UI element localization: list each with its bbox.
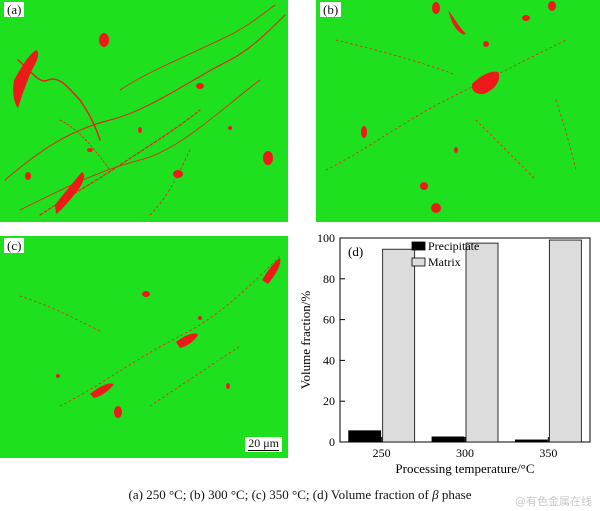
scale-bar-label: 20 μm [248, 436, 279, 451]
panel-label-d: (d) [348, 244, 363, 259]
legend-label-matrix: Matrix [428, 255, 461, 269]
caption-beta-symbol: β [432, 487, 439, 502]
y-tick-label: 100 [317, 231, 335, 245]
micrograph-b: (b) [316, 0, 600, 222]
x-tick-label: 350 [539, 446, 557, 460]
figure-caption: (a) 250 °C; (b) 300 °C; (c) 350 °C; (d) … [0, 487, 600, 503]
phase-map-b [325, 1, 577, 213]
legend-swatch-precipitate [411, 241, 426, 251]
bar-precipitate-300 [431, 436, 465, 443]
y-tick-label: 40 [323, 353, 335, 367]
bar-precipitate-250 [348, 430, 382, 443]
y-tick-label: 20 [323, 394, 335, 408]
bar-matrix-350 [548, 239, 582, 443]
x-tick-label: 300 [456, 446, 474, 460]
micrograph-a: (a) [0, 0, 288, 222]
watermark: @有色金属在线 [515, 495, 592, 508]
caption-text: (a) 250 °C; (b) 300 °C; (c) 350 °C; (d) … [128, 487, 433, 502]
bar-matrix-300 [465, 242, 499, 443]
panel-label-b: (b) [320, 2, 342, 17]
y-axis-title: Volume fraction/% [300, 291, 313, 389]
y-tick-label: 0 [329, 435, 335, 449]
x-axis-title: Processing temperature/°C [395, 461, 534, 476]
legend-label-precipitate: Precipitate [428, 239, 479, 253]
x-tick-label: 250 [373, 446, 391, 460]
legend-swatch-matrix [411, 257, 426, 267]
y-tick-label: 60 [323, 313, 335, 327]
phase-map-c [19, 255, 281, 418]
bar-matrix-250 [382, 248, 416, 443]
bar-precipitate-350 [514, 439, 548, 443]
y-tick-label: 80 [323, 272, 335, 286]
scale-bar: 20 μm [245, 437, 282, 452]
volume-fraction-chart: 0 20 40 60 80 100 250 300 350 (d) Precipitate Ma… [300, 231, 591, 476]
panel-label-a: (a) [4, 2, 25, 17]
micrograph-c: (c) 20 μm [0, 236, 288, 458]
caption-text-end: phase [438, 487, 472, 502]
phase-map-a [4, 4, 286, 216]
panel-label-c: (c) [4, 238, 25, 253]
